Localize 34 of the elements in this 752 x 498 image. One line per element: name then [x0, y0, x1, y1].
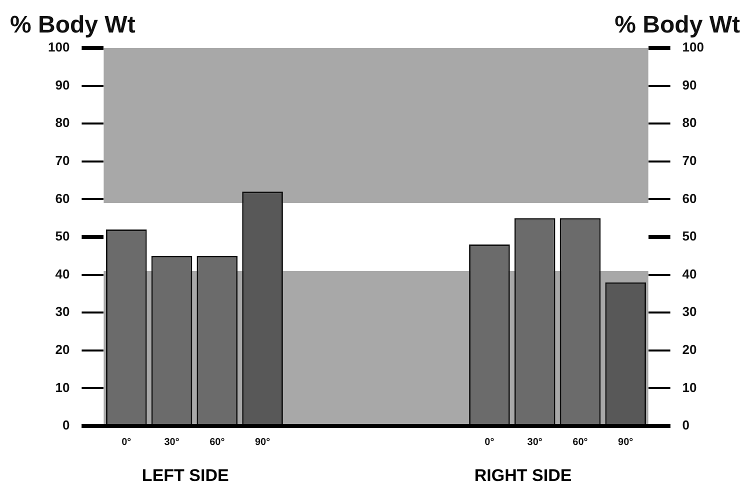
text: LEFT SIDE — [142, 466, 229, 486]
y2-tick-label: 90 — [682, 77, 697, 92]
y-tick-label: 20 — [55, 342, 70, 357]
x-tick-label: 30° — [527, 436, 542, 448]
y2-tick-label: 70 — [682, 152, 697, 168]
y2-tick-label: 20 — [682, 342, 697, 357]
y-tick-label: 70 — [55, 152, 70, 168]
y-tick-label: 30 — [55, 304, 70, 320]
y2-tick-label: 80 — [682, 115, 697, 130]
text: RIGHT SIDE — [474, 466, 572, 486]
x-tick-label: 30° — [164, 436, 180, 448]
x-tick-label: 0° — [484, 436, 494, 448]
y-tick-label: 80 — [55, 115, 70, 130]
y2-tick-label: 30 — [682, 304, 697, 320]
y2-tick-label: 60 — [682, 190, 697, 206]
y-tick-label: 40 — [55, 266, 70, 282]
y-tick-label: 60 — [55, 190, 70, 206]
y-tick-label: 90 — [55, 77, 70, 92]
y2-tick-label: 100 — [682, 40, 704, 55]
y2-axis-title: % Body Wt — [614, 12, 740, 39]
y-tick-label: 0 — [62, 418, 70, 433]
y-tick-label: 100 — [48, 40, 70, 55]
y-axis-title: % Body Wt — [10, 12, 136, 39]
x-tick-label: 0° — [122, 436, 132, 448]
y-tick-label: 10 — [55, 380, 70, 395]
y2-tick-label: 10 — [682, 380, 697, 395]
x-tick-label: 90° — [618, 436, 634, 448]
x-tick-label: 60° — [210, 436, 225, 448]
y-tick-label: 50 — [55, 228, 70, 244]
y2-tick-label: 50 — [682, 228, 697, 244]
y2-tick-label: 40 — [682, 266, 697, 282]
x-tick-label: 90° — [254, 436, 270, 448]
x-tick-label: 60° — [572, 436, 588, 448]
y2-tick-label: 0 — [682, 418, 690, 433]
